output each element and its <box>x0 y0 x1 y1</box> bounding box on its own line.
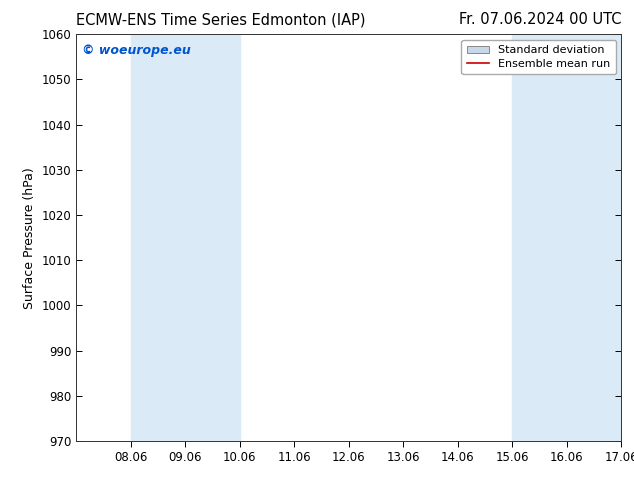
Y-axis label: Surface Pressure (hPa): Surface Pressure (hPa) <box>23 167 36 309</box>
Bar <box>131 34 240 441</box>
Text: Fr. 07.06.2024 00 UTC: Fr. 07.06.2024 00 UTC <box>459 12 621 27</box>
Text: © woeurope.eu: © woeurope.eu <box>82 45 190 57</box>
Text: ECMW-ENS Time Series Edmonton (IAP): ECMW-ENS Time Series Edmonton (IAP) <box>76 12 366 27</box>
Bar <box>512 34 621 441</box>
Legend: Standard deviation, Ensemble mean run: Standard deviation, Ensemble mean run <box>462 40 616 74</box>
